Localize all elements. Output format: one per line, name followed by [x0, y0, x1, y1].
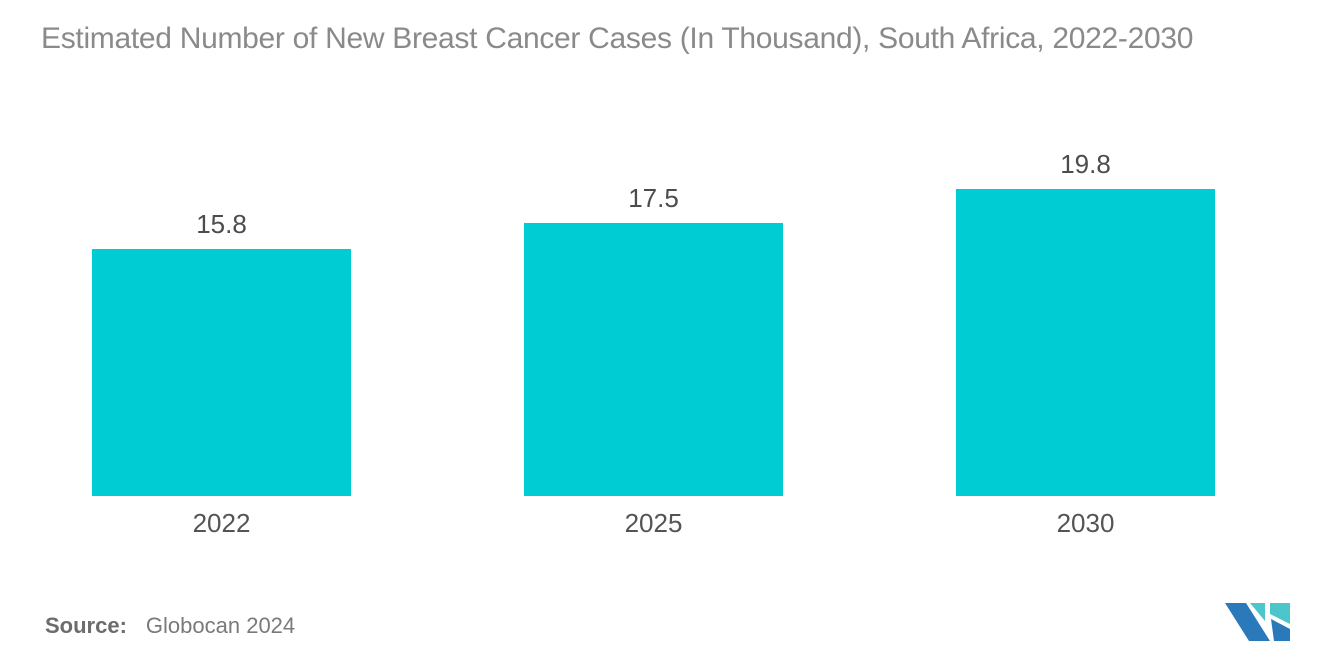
source-text: Globocan 2024 — [145, 613, 296, 638]
mordor-intelligence-logo — [1224, 602, 1291, 641]
bar-chart-plot-area: 15.8 2022 17.5 2025 19.8 2030 — [92, 149, 1215, 538]
source-label: Source: — [45, 613, 127, 638]
bar-2030 — [956, 188, 1215, 496]
x-tick-label-2025: 2025 — [624, 508, 683, 538]
bar-group-2025: 17.5 2025 — [524, 150, 783, 538]
mordor-intelligence-logo-icon — [1225, 603, 1290, 641]
bar-value-label: 15.8 — [196, 209, 247, 240]
source-row: Source: Globocan 2024 — [45, 613, 295, 639]
bar-value-label: 17.5 — [628, 183, 679, 214]
x-tick-label-2030: 2030 — [1056, 508, 1115, 538]
bar-group-2022: 15.8 2022 — [92, 150, 351, 538]
bar-2025 — [524, 223, 783, 496]
bar-value-label: 19.8 — [1060, 149, 1111, 179]
x-tick-label-2022: 2022 — [192, 508, 251, 538]
bar-group-2030: 19.8 2030 — [956, 149, 1215, 538]
bar-2022 — [92, 249, 351, 496]
chart-title: Estimated Number of New Breast Cancer Ca… — [41, 22, 1194, 55]
